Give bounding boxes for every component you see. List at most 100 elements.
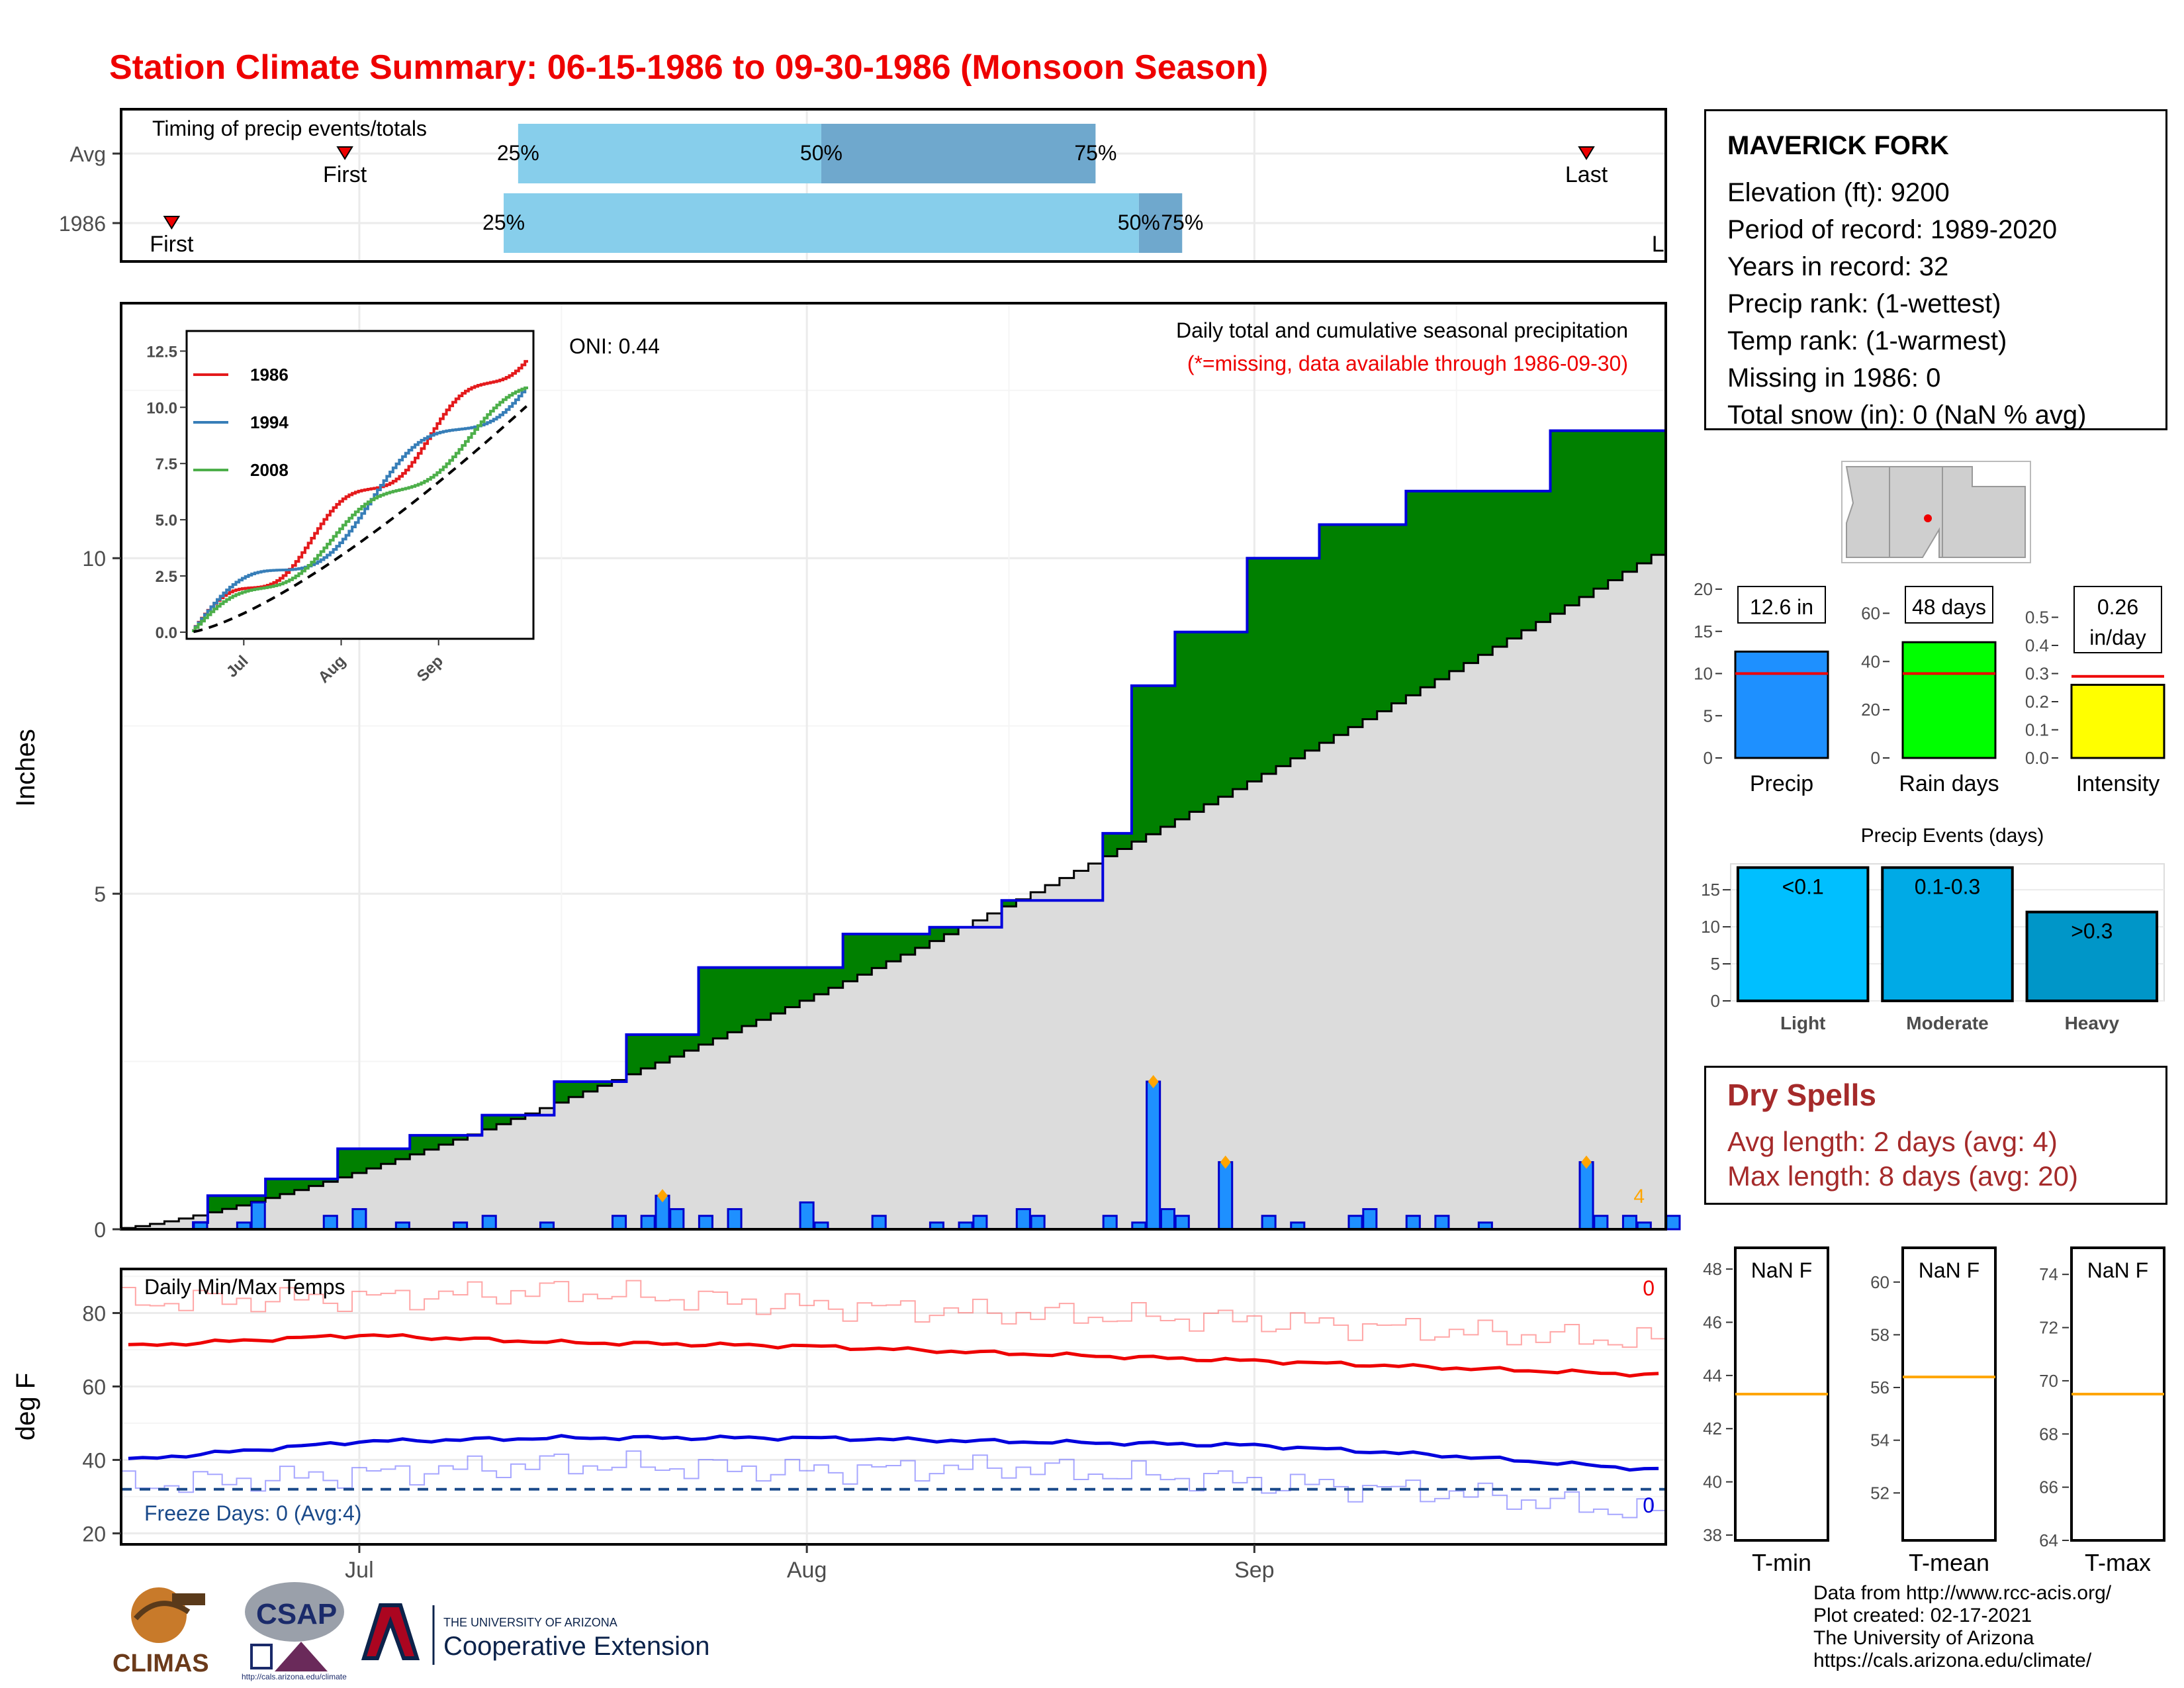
oni-label: ONI: 0.44 [569, 334, 660, 358]
precip-y-tick-label: 5 [94, 882, 106, 906]
precip-anomaly-segment [1131, 685, 1147, 842]
precip-anomaly-segment [1189, 632, 1205, 812]
mini-bar-label-box [1737, 586, 1826, 624]
timing-clip-mask [1667, 106, 1700, 265]
inset-y-tick-label: 5.0 [156, 512, 177, 530]
daily-precip-bar [640, 1215, 656, 1231]
precip-anomaly-segment [1362, 524, 1378, 720]
precip-anomaly-segment [597, 1081, 613, 1086]
logos: CLIMAS CSAP http://cals.arizona.edu/clim… [113, 1582, 709, 1681]
precip-anomaly-segment [1593, 430, 1609, 589]
ua-big-text: Cooperative Extension [443, 1632, 709, 1661]
ua-small-text: THE UNIVERSITY OF ARIZONA [443, 1616, 617, 1629]
mini-bar-y-tick-label: 40 [1861, 651, 1880, 671]
precip-anomaly-segment [1449, 491, 1465, 671]
mini-bar-Rain days [1901, 641, 1997, 759]
precip-anomaly-segment [1622, 430, 1637, 572]
precip-anomaly-segment [1377, 524, 1392, 712]
precip-anomaly-segment [1290, 558, 1306, 759]
precip-anomaly-segment [770, 967, 786, 1014]
dry-spells-avg: Avg length: 2 days (avg: 4) [1727, 1126, 2058, 1157]
precip-anomaly-segment [727, 967, 743, 1033]
heavy-event-marker [1220, 1155, 1231, 1169]
daily-precip-bar [871, 1215, 887, 1231]
temps-y-tick-label: 60 [82, 1375, 106, 1399]
daily-precip-bar [1665, 1215, 1681, 1231]
daily-precip-bar [1174, 1215, 1190, 1231]
precip-anomaly-segment [395, 1149, 410, 1160]
csap-text: CSAP [256, 1598, 337, 1630]
temps-frame [120, 1268, 1667, 1546]
temps-title: Daily Min/Max Temps [144, 1275, 345, 1299]
precip-anomaly-segment [1304, 558, 1320, 751]
precip-anomaly-segment [1001, 900, 1017, 907]
timing-last-marker [1578, 146, 1595, 160]
temp-line-max_1986 [121, 1280, 1666, 1348]
temp-box-frame [1901, 1246, 1997, 1542]
mini-bar-y-tick-label: 0.2 [2025, 692, 2049, 712]
precip-anomaly-segment [1348, 524, 1363, 727]
credit-university: The University of Arizona [1813, 1627, 2034, 1649]
precip-anomaly-segment [1463, 491, 1479, 663]
precip-anomaly-segment [410, 1135, 425, 1154]
temps-background [121, 1269, 1666, 1544]
temp-box-value-label: NaN F [1751, 1258, 1812, 1282]
mini-bar-y-tick-label: 60 [1861, 603, 1880, 623]
precip-anomaly-segment [222, 1196, 238, 1209]
mini-bar-x-label: Rain days [1899, 771, 1999, 796]
timing-q50-75-bar [821, 124, 1096, 183]
precip-anomaly-segment [251, 1196, 266, 1202]
daily-precip-bar [799, 1201, 815, 1231]
precip-anomaly-segment [265, 1178, 281, 1198]
temp-line-max_avg [128, 1333, 1659, 1378]
dry-spells-max: Max length: 8 days (avg: 20) [1727, 1160, 2078, 1192]
event-x-label: Heavy [2065, 1013, 2120, 1033]
precip-anomaly-segment [1319, 524, 1334, 743]
precip-anomaly-segment [1492, 491, 1508, 647]
precip-anomaly-segment [1218, 632, 1234, 797]
daily-precip-bar [1621, 1215, 1638, 1231]
precip-anomaly-segment [1391, 524, 1406, 704]
precip-anomaly-segment [352, 1149, 367, 1173]
precip-legend-note: (*=missing, data available through 1986-… [1187, 352, 1628, 375]
precip-anomaly-segment [799, 967, 815, 1001]
precip-anomaly-segment [583, 1081, 598, 1092]
event-x-label: Light [1780, 1013, 1825, 1033]
daily-precip-bar [1578, 1161, 1594, 1231]
precip-anomaly-segment [842, 933, 858, 982]
event-bar-label: <0.1 [1782, 875, 1824, 899]
precip-anomaly-segment [1579, 430, 1594, 597]
precip-anomaly-segment [338, 1149, 353, 1178]
precip-anomaly-segment [554, 1081, 569, 1103]
temp-box-x-label: T-max [2085, 1549, 2151, 1576]
temps-y-axis-label: deg F [11, 1373, 40, 1440]
event-bar-label: >0.3 [2071, 919, 2113, 943]
precip-1986-line [121, 429, 1666, 1231]
timing-first-marker [163, 216, 181, 230]
timing-q50-label: 50% [1118, 211, 1160, 234]
temp-box-y-tick-label: 44 [1703, 1366, 1722, 1385]
mini-bar-y-tick-label: 0.3 [2025, 664, 2049, 684]
daily-precip-bar [1102, 1215, 1118, 1231]
inset-y-tick-label: 10.0 [146, 399, 177, 417]
temp-box-y-tick-label: 48 [1703, 1259, 1722, 1279]
timing-q50-label: 50% [800, 141, 842, 165]
timing-title: Timing of precip events/totals [152, 117, 427, 140]
max-count-label: 0 [1643, 1276, 1655, 1300]
events-y-tick-label: 5 [1711, 954, 1720, 974]
precip-anomaly-segment [1608, 430, 1623, 581]
precip-anomaly-segment [1565, 430, 1580, 606]
mini-bar-y-tick-label: 20 [1861, 700, 1880, 720]
mini-bar-label-box [1905, 586, 1993, 624]
station-info-box: MAVERICK FORK Elevation (ft): 9200 Perio… [1704, 109, 2167, 430]
precip-anomaly-segment [381, 1149, 396, 1164]
temp-box-y-tick-label: 58 [1870, 1325, 1889, 1344]
precip-anomaly-segment [1521, 491, 1537, 631]
precip-anomaly-segment [569, 1081, 584, 1098]
station-snow: Total snow (in): 0 (NaN % avg) [1727, 400, 2087, 430]
mini-bar-y-tick-label: 20 [1694, 579, 1713, 599]
precip-anomaly-segment [900, 933, 916, 955]
inset-line-1994 [192, 387, 528, 632]
precip-anomaly-segment [1637, 430, 1652, 563]
precip-anomaly-segment [510, 1115, 526, 1119]
